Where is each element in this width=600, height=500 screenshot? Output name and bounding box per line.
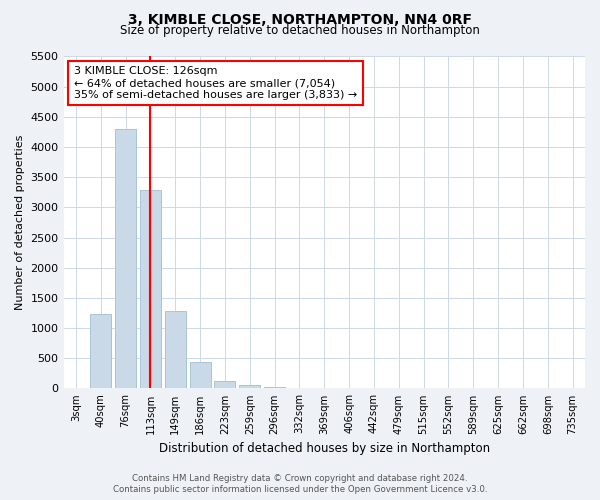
Text: 3 KIMBLE CLOSE: 126sqm
← 64% of detached houses are smaller (7,054)
35% of semi-: 3 KIMBLE CLOSE: 126sqm ← 64% of detached… — [74, 66, 357, 100]
Text: Contains HM Land Registry data © Crown copyright and database right 2024.
Contai: Contains HM Land Registry data © Crown c… — [113, 474, 487, 494]
Bar — [264, 386, 285, 388]
Text: Size of property relative to detached houses in Northampton: Size of property relative to detached ho… — [120, 24, 480, 37]
Y-axis label: Number of detached properties: Number of detached properties — [15, 135, 25, 310]
Bar — [140, 190, 161, 388]
Bar — [239, 385, 260, 388]
Text: 3, KIMBLE CLOSE, NORTHAMPTON, NN4 0RF: 3, KIMBLE CLOSE, NORTHAMPTON, NN4 0RF — [128, 12, 472, 26]
Bar — [214, 380, 235, 388]
Bar — [190, 362, 211, 388]
Bar — [165, 310, 186, 388]
Bar — [115, 129, 136, 388]
X-axis label: Distribution of detached houses by size in Northampton: Distribution of detached houses by size … — [159, 442, 490, 455]
Bar — [90, 314, 112, 388]
